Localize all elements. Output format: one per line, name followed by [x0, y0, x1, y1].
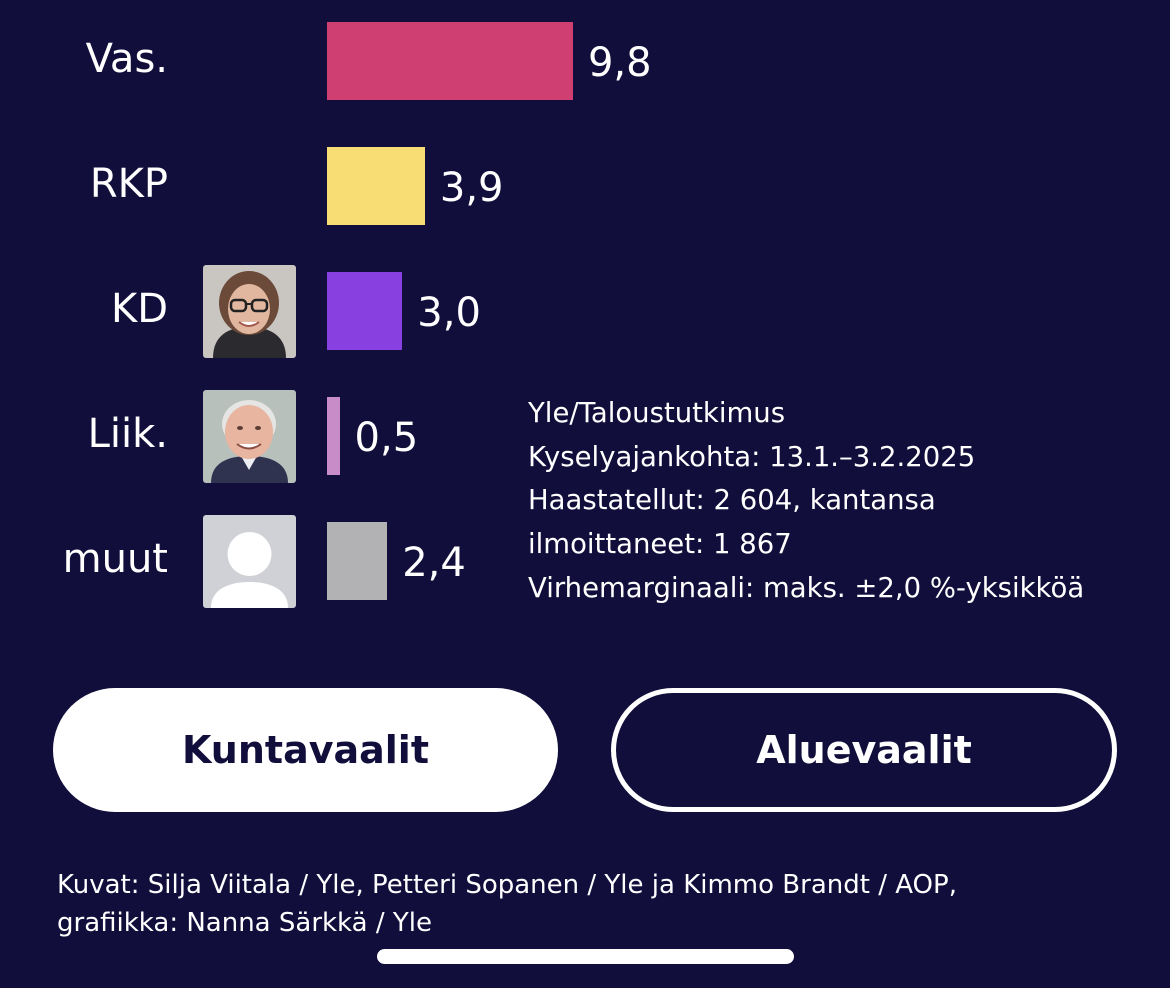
credits-line-2: grafiikka: Nanna Särkkä / Yle [57, 908, 432, 938]
bar-value-label: 2,4 [402, 540, 466, 586]
party-label: muut [62, 536, 168, 582]
party-label: RKP [89, 161, 168, 207]
bar [327, 272, 403, 350]
bar [327, 22, 573, 100]
placeholder-avatar [203, 515, 296, 608]
survey-source: Yle/Taloustutkimus [528, 397, 786, 429]
bar-value-label: 3,9 [439, 165, 504, 211]
bar-value-label: 0,5 [354, 415, 419, 461]
survey-margin: Virhemarginaali: maks. ±2,0 %-yksikköä [528, 571, 1085, 604]
party-label: KD [110, 286, 168, 332]
credits-line-1: Kuvat: Silja Viitala / Yle, Petteri Sopa… [57, 870, 957, 900]
bar [327, 147, 425, 225]
party-label: Vas. [85, 36, 168, 82]
image-credits: Kuvat: Silja Viitala / Yle, Petteri Sopa… [57, 866, 1137, 942]
survey-respondents-cont: ilmoittaneet: 1 867 [528, 528, 792, 561]
party-label: Liik. [87, 411, 168, 457]
aluevaalit-button[interactable]: Aluevaalit [611, 688, 1117, 812]
survey-respondents: Haastatellut: 2 604, kantansa [528, 484, 936, 517]
bar [327, 397, 340, 475]
bar [327, 522, 388, 600]
survey-info: Yle/Taloustutkimus Kyselyajankohta: 13.1… [528, 392, 1148, 611]
home-indicator [377, 949, 794, 964]
bar-value-label: 9,8 [587, 40, 652, 86]
kuntavaalit-button[interactable]: Kuntavaalit [53, 688, 558, 812]
kd-leader-avatar [203, 265, 296, 358]
liik-leader-avatar [203, 390, 296, 483]
bar-value-label: 3,0 [417, 290, 481, 336]
survey-period: Kyselyajankohta: 13.1.–3.2.2025 [528, 440, 976, 473]
